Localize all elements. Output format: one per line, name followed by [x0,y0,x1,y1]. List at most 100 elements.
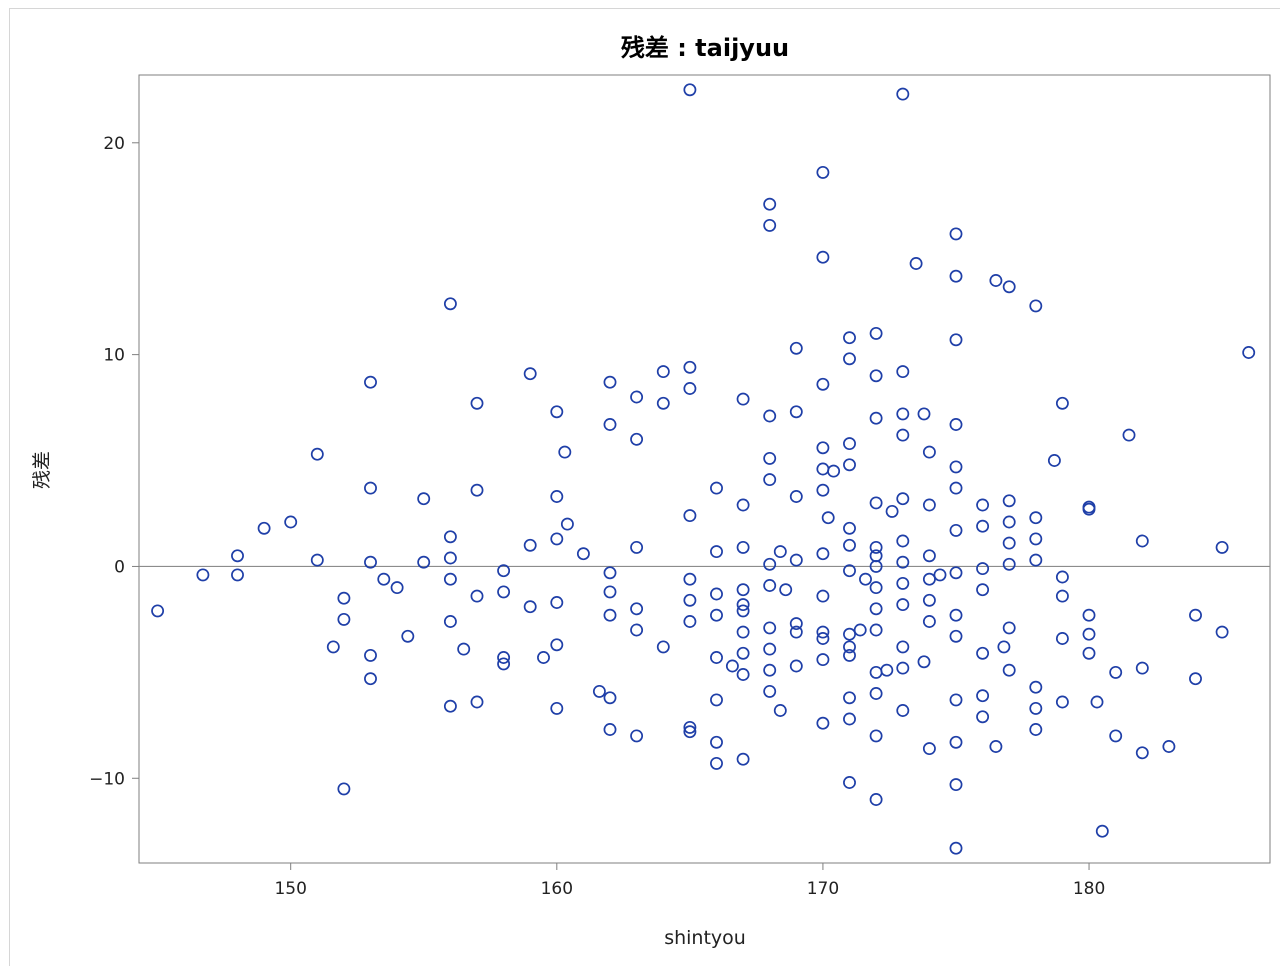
data-point [763,684,777,698]
data-point [550,490,564,503]
y-tick-label: 20 [103,134,125,154]
x-tick-label: 160 [541,879,573,899]
data-point [816,589,830,603]
data-point [497,564,511,578]
data-point [337,782,351,796]
data-point [909,257,923,270]
y-tick-label: −10 [89,769,125,789]
data-point [779,583,793,597]
data-point [763,451,777,465]
data-point [1029,701,1043,715]
data-point [1135,661,1149,675]
data-point [603,691,617,705]
data-point [1082,608,1096,622]
data-point [736,668,750,681]
data-point [310,447,324,461]
data-point [497,651,511,664]
x-axis-ticks: 150 160 170 180 [274,863,1105,899]
data-point [843,352,856,366]
data-point [364,375,377,389]
data-point [869,623,883,637]
data-point [736,598,750,612]
data-point [922,498,936,512]
data-point [816,653,830,667]
data-point [470,396,484,410]
data-point [630,540,644,554]
data-point [949,333,963,347]
data-point [976,498,990,512]
data-point [922,593,936,607]
data-point [789,553,803,567]
data-point [843,437,856,451]
data-point [859,572,872,586]
data-point [816,165,830,179]
data-point [470,483,484,497]
data-point [922,615,936,628]
x-tick-label: 180 [1073,879,1105,899]
data-point [1002,663,1016,677]
data-point [497,585,511,599]
data-point [497,657,511,671]
data-point [763,579,777,592]
data-point [763,642,777,656]
data-point [976,689,990,703]
data-point [1047,454,1061,467]
y-tick-label: 10 [103,346,125,366]
data-point [550,532,564,546]
data-point [1002,280,1016,294]
data-point [630,390,644,404]
data-point [949,523,963,537]
data-point [1029,723,1043,736]
data-point [1029,511,1043,525]
data-point [1055,570,1069,584]
data-point [816,441,830,455]
data-point [736,625,750,639]
data-point [231,568,244,582]
data-point [843,640,856,654]
data-point [1095,824,1109,838]
data-point [1029,532,1043,546]
data-point [763,621,777,635]
data-point [337,591,351,605]
data-point [710,481,723,495]
data-point [773,545,787,559]
data-point [816,547,830,561]
data-point [949,778,963,792]
data-point [976,583,990,597]
data-point [821,511,835,525]
data-point [736,498,750,512]
data-point [630,623,644,637]
data-point [843,458,856,472]
data-point [1122,428,1136,442]
data-point [763,473,777,487]
data-point [576,547,590,561]
data-point [364,555,377,569]
data-point [1215,625,1229,639]
data-point [710,545,723,559]
data-point [364,672,377,686]
data-point [976,519,990,533]
data-point [537,651,550,664]
data-point [885,504,899,518]
data-point [710,651,723,664]
data-point [443,551,457,565]
data-point [763,663,777,677]
data-point [763,218,777,232]
data-point [630,432,644,446]
data-point [896,576,910,590]
data-point [710,735,723,749]
data-point [683,593,697,607]
data-point [443,530,457,544]
data-point [603,608,617,622]
data-point [470,589,484,603]
data-point [736,604,750,618]
data-point [470,695,484,709]
data-point [869,540,883,554]
data-point [789,625,803,639]
data-point [869,369,883,383]
data-point [949,481,963,495]
data-point [364,481,377,495]
data-point [843,776,856,789]
data-point [683,572,697,586]
data-point [1189,608,1202,622]
